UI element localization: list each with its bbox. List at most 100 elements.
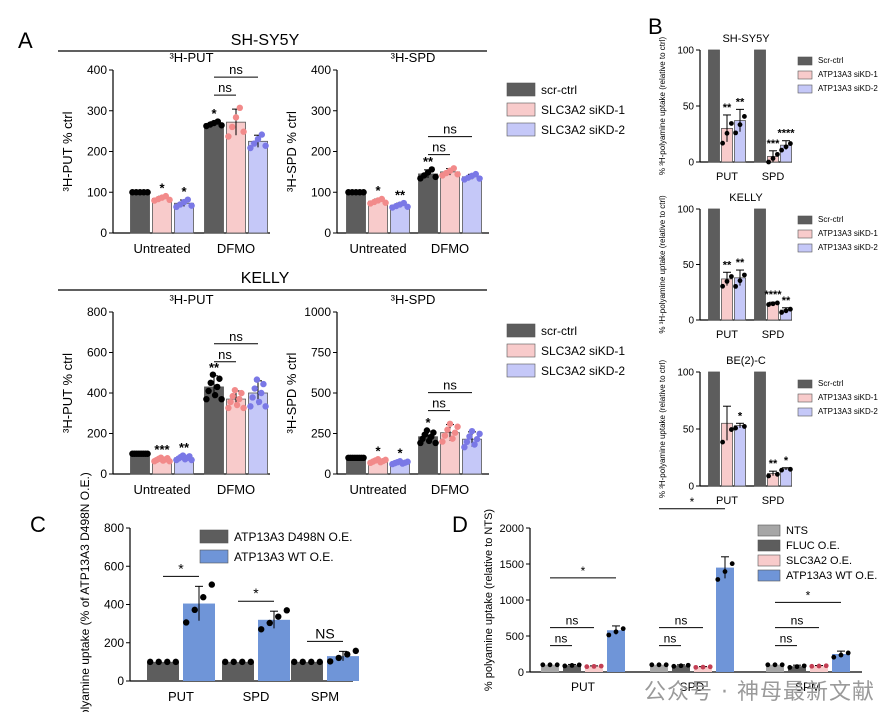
significance-label: * bbox=[375, 443, 381, 458]
significance-label: * bbox=[425, 415, 431, 430]
significance-label: **** bbox=[764, 289, 782, 301]
data-point bbox=[720, 140, 725, 146]
significance-label: ** bbox=[723, 259, 732, 271]
x-tick-label: SPM bbox=[795, 680, 821, 694]
bar bbox=[734, 425, 746, 487]
x-tick-label: PUT bbox=[716, 329, 738, 341]
x-tick-label: Untreated bbox=[349, 482, 406, 497]
data-point bbox=[471, 441, 478, 448]
data-point bbox=[188, 202, 195, 209]
y-tick-label: 100 bbox=[311, 185, 331, 199]
y-tick-label: 750 bbox=[311, 346, 331, 360]
bracket-label: ns bbox=[443, 122, 457, 137]
bar bbox=[248, 140, 268, 234]
significance-label: ** bbox=[769, 458, 778, 470]
data-point bbox=[441, 432, 449, 439]
bar bbox=[418, 173, 438, 234]
bracket-label: ns bbox=[780, 632, 793, 646]
data-point bbox=[823, 663, 829, 669]
data-point bbox=[225, 404, 232, 412]
y-axis-label: % ³H-polyamine uptake (relative to ctrl) bbox=[658, 37, 667, 176]
bracket-label: ns bbox=[229, 62, 243, 77]
data-point bbox=[845, 650, 851, 656]
data-point bbox=[722, 569, 728, 574]
y-tick-label: 1000 bbox=[304, 305, 331, 319]
legend-swatch bbox=[506, 343, 536, 358]
data-point bbox=[214, 383, 221, 391]
legend-swatch bbox=[506, 363, 536, 378]
bar bbox=[147, 661, 179, 681]
data-point bbox=[715, 577, 721, 582]
data-point bbox=[191, 606, 198, 614]
data-point bbox=[678, 663, 684, 669]
y-axis-label: % ³H-polyamine uptake (relative to ctrl) bbox=[658, 360, 667, 499]
chart-b-shsy5y: 0 50 100 SH-SY5Y % ³H-polyamine uptake (rela… bbox=[658, 33, 795, 183]
data-point bbox=[772, 662, 778, 668]
data-point bbox=[432, 173, 439, 181]
bracket-label: * bbox=[253, 585, 259, 601]
data-point bbox=[547, 662, 553, 668]
data-point bbox=[316, 658, 323, 666]
y-tick-label: 0 bbox=[688, 482, 694, 493]
y-tick-label: 300 bbox=[311, 104, 331, 118]
chart-title: BE(2)-C bbox=[726, 355, 766, 367]
data-point bbox=[454, 171, 461, 178]
data-point bbox=[239, 658, 246, 666]
legend-swatch bbox=[757, 524, 781, 537]
data-point bbox=[247, 144, 254, 152]
data-point bbox=[432, 439, 439, 447]
y-axis-label: ³H-PUT % ctrl bbox=[60, 353, 75, 433]
bar bbox=[708, 371, 720, 487]
legend-swatch bbox=[506, 323, 536, 338]
data-point bbox=[247, 658, 254, 666]
y-axis-label: ³H-PUT % ctrl bbox=[60, 111, 75, 191]
significance-label: ** bbox=[736, 96, 745, 108]
data-point bbox=[238, 389, 245, 397]
bracket-label: ns bbox=[218, 80, 232, 95]
chart-title: ³H-PUT bbox=[169, 50, 213, 65]
y-tick-label: 50 bbox=[683, 102, 695, 113]
x-tick-label: SPD bbox=[762, 171, 785, 183]
bar bbox=[585, 666, 603, 672]
bar bbox=[766, 664, 784, 672]
bracket-label: * bbox=[806, 588, 811, 602]
data-point bbox=[216, 375, 223, 382]
y-tick-label: 0 bbox=[117, 674, 124, 688]
bracket-label: ns bbox=[443, 378, 457, 393]
data-point bbox=[733, 283, 738, 289]
data-point bbox=[247, 403, 254, 410]
data-point bbox=[209, 371, 217, 378]
data-point bbox=[144, 189, 151, 196]
data-point bbox=[576, 662, 582, 668]
data-point bbox=[779, 310, 784, 315]
bar bbox=[130, 191, 150, 234]
chart-b-kelly: 0 50 100 KELLY % ³H-polyamine uptake (relati… bbox=[658, 192, 793, 341]
data-point bbox=[707, 664, 713, 670]
chart-a-kelly-put: 0 200 400 600 800 ³H-PUT ³H-PUT % ctrl Untreate… bbox=[60, 292, 270, 497]
data-point bbox=[344, 651, 351, 658]
data-point bbox=[742, 424, 747, 429]
data-point bbox=[275, 613, 282, 620]
data-point bbox=[671, 663, 677, 669]
legend-swatch bbox=[797, 56, 813, 66]
data-point bbox=[308, 658, 315, 666]
y-tick-label: 2000 bbox=[500, 523, 524, 535]
data-point bbox=[693, 664, 699, 670]
legend-label: scr-ctrl bbox=[541, 324, 577, 338]
panel-letter-b: B bbox=[648, 14, 663, 39]
bracket-label: ns bbox=[791, 614, 804, 628]
y-tick-label: 0 bbox=[100, 226, 107, 240]
significance-label: *** bbox=[767, 138, 781, 150]
bar bbox=[541, 664, 559, 672]
data-point bbox=[476, 430, 483, 438]
data-point bbox=[473, 435, 481, 443]
legend-label: Scr-ctrl bbox=[818, 379, 844, 388]
data-point bbox=[591, 663, 597, 669]
y-tick-label: 1000 bbox=[500, 595, 524, 607]
data-point bbox=[540, 662, 546, 668]
bar bbox=[810, 665, 828, 672]
data-point bbox=[444, 426, 451, 433]
data-point bbox=[656, 662, 662, 668]
bar bbox=[462, 176, 482, 234]
data-point bbox=[801, 663, 807, 669]
